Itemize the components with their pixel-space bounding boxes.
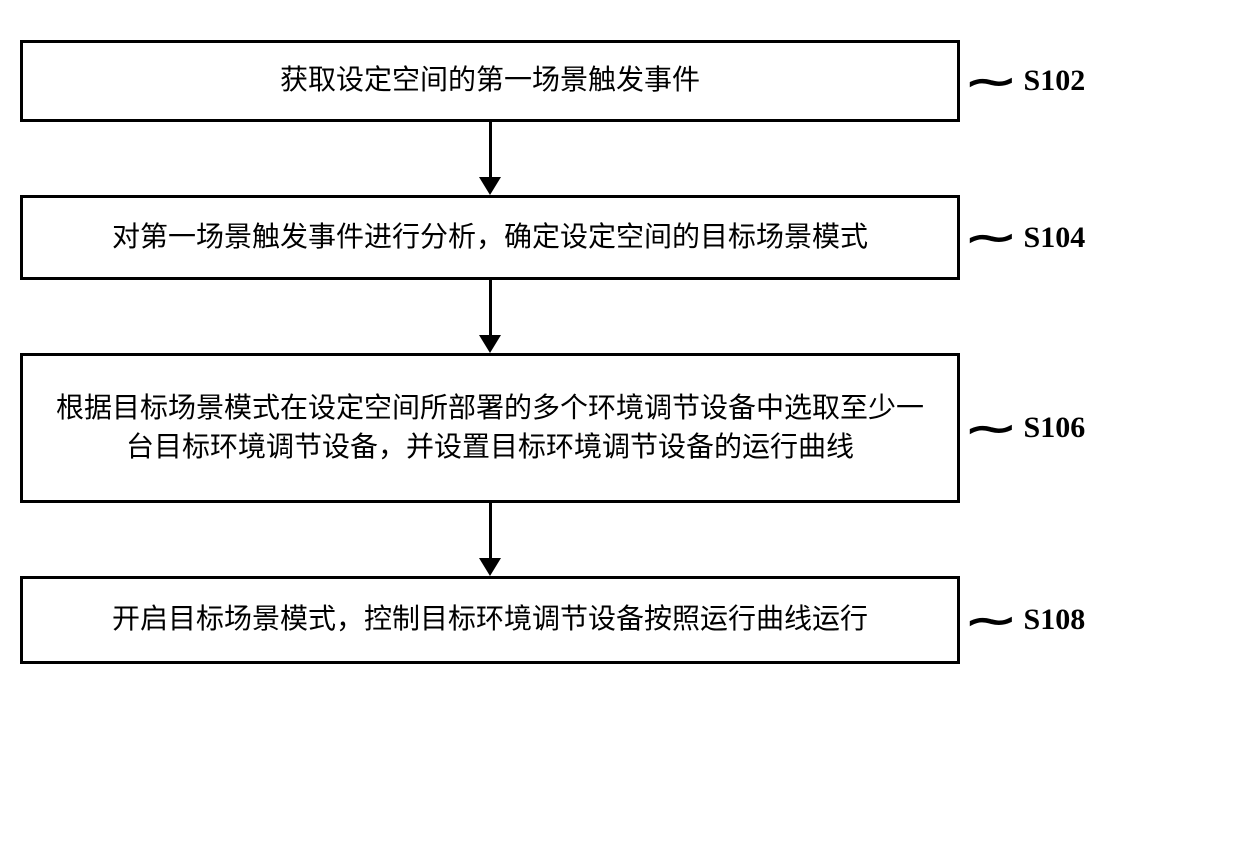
step-label: S102 xyxy=(1024,64,1086,98)
flowchart-step: 开启目标场景模式，控制目标环境调节设备按照运行曲线运行 ∼ S108 xyxy=(20,576,1220,664)
step-label: S106 xyxy=(1024,411,1086,445)
flowchart-step: 对第一场景触发事件进行分析，确定设定空间的目标场景模式 ∼ S104 xyxy=(20,195,1220,280)
step-label: S108 xyxy=(1024,603,1086,637)
flowchart-step: 根据目标场景模式在设定空间所部署的多个环境调节设备中选取至少一台目标环境调节设备… xyxy=(20,353,1220,503)
connector-tilde: ∼ xyxy=(964,405,1018,452)
arrow-down-icon xyxy=(479,122,501,195)
arrow-down-icon xyxy=(479,503,501,576)
connector-tilde: ∼ xyxy=(964,58,1018,105)
flowchart-container: 获取设定空间的第一场景触发事件 ∼ S102 对第一场景触发事件进行分析，确定设… xyxy=(20,40,1220,664)
step-box-s108: 开启目标场景模式，控制目标环境调节设备按照运行曲线运行 xyxy=(20,576,960,664)
step-box-s102: 获取设定空间的第一场景触发事件 xyxy=(20,40,960,122)
arrow-container xyxy=(20,280,960,353)
flowchart-step: 获取设定空间的第一场景触发事件 ∼ S102 xyxy=(20,40,1220,122)
arrow-container xyxy=(20,122,960,195)
connector-tilde: ∼ xyxy=(964,597,1018,644)
step-box-s104: 对第一场景触发事件进行分析，确定设定空间的目标场景模式 xyxy=(20,195,960,280)
step-connector: ∼ S106 xyxy=(960,405,1160,452)
step-connector: ∼ S102 xyxy=(960,58,1160,105)
arrow-down-icon xyxy=(479,280,501,353)
step-text: 开启目标场景模式，控制目标环境调节设备按照运行曲线运行 xyxy=(112,600,868,639)
step-connector: ∼ S108 xyxy=(960,597,1160,644)
step-label: S104 xyxy=(1024,221,1086,255)
step-text: 获取设定空间的第一场景触发事件 xyxy=(280,61,700,100)
step-text: 根据目标场景模式在设定空间所部署的多个环境调节设备中选取至少一台目标环境调节设备… xyxy=(53,389,927,467)
connector-tilde: ∼ xyxy=(964,214,1018,261)
arrow-container xyxy=(20,503,960,576)
step-text: 对第一场景触发事件进行分析，确定设定空间的目标场景模式 xyxy=(112,218,868,257)
step-box-s106: 根据目标场景模式在设定空间所部署的多个环境调节设备中选取至少一台目标环境调节设备… xyxy=(20,353,960,503)
step-connector: ∼ S104 xyxy=(960,214,1160,261)
